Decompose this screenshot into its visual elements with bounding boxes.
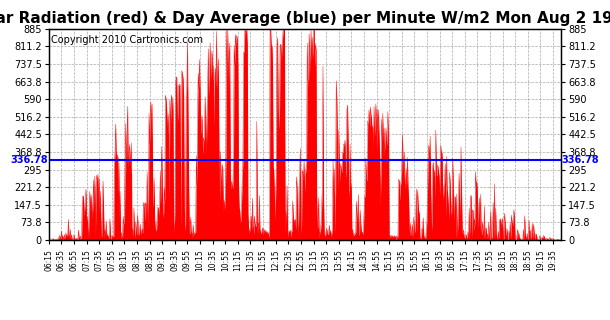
Title: Solar Radiation (red) & Day Average (blue) per Minute W/m2 Mon Aug 2 19:54: Solar Radiation (red) & Day Average (blu… — [0, 11, 610, 26]
Text: Copyright 2010 Cartronics.com: Copyright 2010 Cartronics.com — [51, 35, 203, 45]
Text: 336.78: 336.78 — [562, 155, 600, 164]
Text: 336.78: 336.78 — [10, 155, 48, 164]
